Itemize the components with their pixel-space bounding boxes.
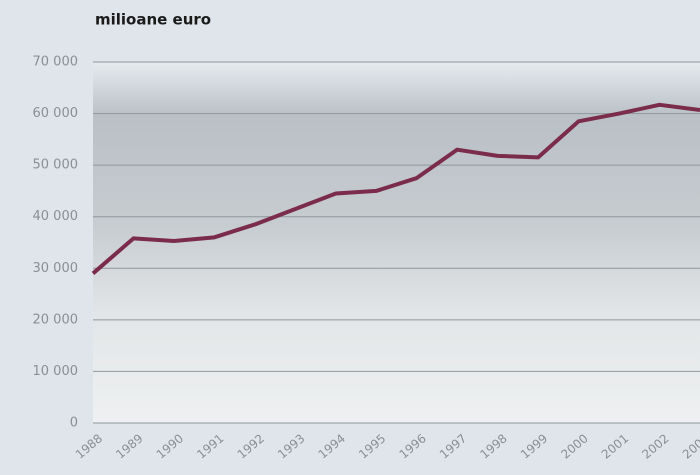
y-tick-label: 60 000 [33,106,79,121]
y-tick-label: 40 000 [33,209,79,224]
y-tick-label: 20 000 [33,312,79,327]
y-tick-label: 10 000 [33,364,79,379]
plot-area [93,62,700,423]
y-tick-label: 30 000 [33,261,79,276]
chart-title: milioane euro [95,11,211,29]
y-tick-label: 0 [70,416,78,431]
y-tick-label: 70 000 [33,55,79,70]
y-tick-label: 50 000 [33,158,79,173]
data-line [91,102,700,275]
